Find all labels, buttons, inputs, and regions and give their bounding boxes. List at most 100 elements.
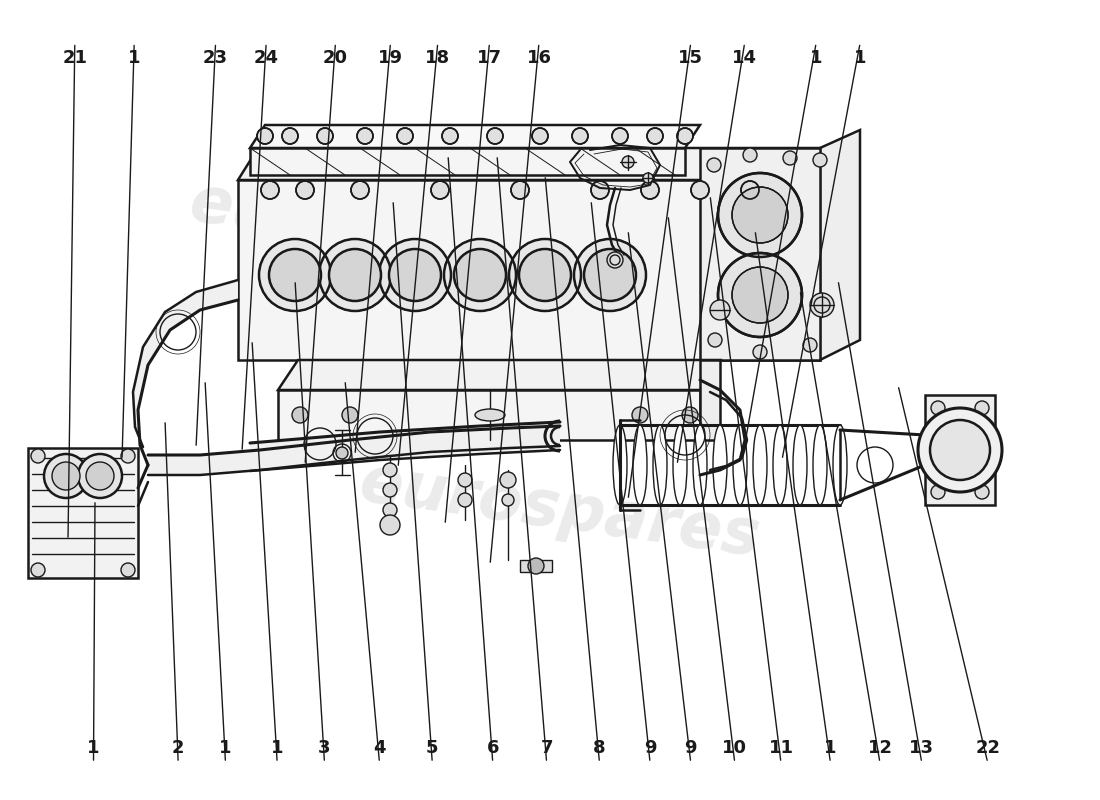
Ellipse shape [733,425,747,505]
Circle shape [52,462,80,490]
Circle shape [918,408,1002,492]
Ellipse shape [773,425,786,505]
Bar [28,448,138,578]
Polygon shape [250,422,560,471]
Text: 1: 1 [219,739,232,757]
Text: eurospares: eurospares [355,451,764,569]
Circle shape [930,420,990,480]
Text: 15: 15 [679,49,703,66]
Circle shape [121,449,135,463]
Text: 13: 13 [910,739,934,757]
Polygon shape [148,426,560,475]
Circle shape [86,462,114,490]
Circle shape [383,503,397,517]
Text: 1: 1 [87,739,100,757]
Ellipse shape [475,409,505,421]
Circle shape [718,253,802,337]
Circle shape [258,239,331,311]
Polygon shape [278,390,700,440]
Circle shape [572,128,588,144]
Circle shape [329,249,381,301]
Circle shape [379,515,400,535]
Circle shape [644,173,653,183]
Text: 17: 17 [477,49,502,66]
Circle shape [931,401,945,415]
Circle shape [454,249,506,301]
Ellipse shape [833,425,847,505]
Circle shape [502,494,514,506]
Circle shape [379,239,451,311]
Circle shape [292,407,308,423]
Text: 1: 1 [128,49,141,66]
Circle shape [44,454,88,498]
Circle shape [647,128,663,144]
Text: 4: 4 [373,739,386,757]
Text: 19: 19 [378,49,403,66]
Circle shape [641,181,659,199]
Circle shape [612,128,628,144]
Circle shape [975,485,989,499]
Circle shape [707,158,721,172]
Circle shape [584,249,636,301]
Polygon shape [250,125,700,148]
Ellipse shape [693,425,707,505]
Circle shape [78,454,122,498]
Circle shape [458,473,472,487]
Text: 2: 2 [172,739,185,757]
Circle shape [512,181,529,199]
Circle shape [708,333,722,347]
Ellipse shape [613,425,627,505]
Circle shape [813,153,827,167]
Circle shape [282,128,298,144]
Circle shape [754,345,767,359]
Text: 3: 3 [318,739,331,757]
Ellipse shape [754,425,767,505]
Ellipse shape [653,425,667,505]
Circle shape [296,181,314,199]
Circle shape [389,249,441,301]
Circle shape [742,148,757,162]
Ellipse shape [793,425,807,505]
Text: 1: 1 [854,49,867,66]
Text: 7: 7 [540,739,553,757]
Circle shape [431,181,449,199]
Text: 5: 5 [426,739,439,757]
Circle shape [351,181,369,199]
Circle shape [509,239,581,311]
Polygon shape [133,280,238,465]
Circle shape [710,300,730,320]
Text: 14: 14 [733,49,757,66]
Circle shape [342,407,358,423]
Bar [520,560,552,572]
Circle shape [931,485,945,499]
Text: 8: 8 [593,739,606,757]
Circle shape [607,252,623,268]
Polygon shape [278,360,720,390]
Ellipse shape [632,425,647,505]
Polygon shape [820,130,860,360]
Text: 1: 1 [824,739,837,757]
Text: 11: 11 [769,739,793,757]
Circle shape [676,128,693,144]
Text: eurospares: eurospares [186,171,594,289]
Circle shape [31,449,45,463]
Circle shape [270,249,321,301]
Bar [925,395,996,505]
Text: 22: 22 [976,739,1000,757]
Circle shape [358,128,373,144]
Circle shape [632,407,648,423]
Circle shape [803,338,817,352]
Circle shape [442,128,458,144]
Circle shape [741,181,759,199]
Polygon shape [250,148,685,175]
Circle shape [591,181,609,199]
Ellipse shape [813,425,827,505]
Circle shape [621,156,634,168]
Circle shape [383,463,397,477]
Text: 12: 12 [868,739,892,757]
Circle shape [691,181,710,199]
Circle shape [31,563,45,577]
Circle shape [528,558,544,574]
Circle shape [718,173,802,257]
Text: 1: 1 [271,739,284,757]
